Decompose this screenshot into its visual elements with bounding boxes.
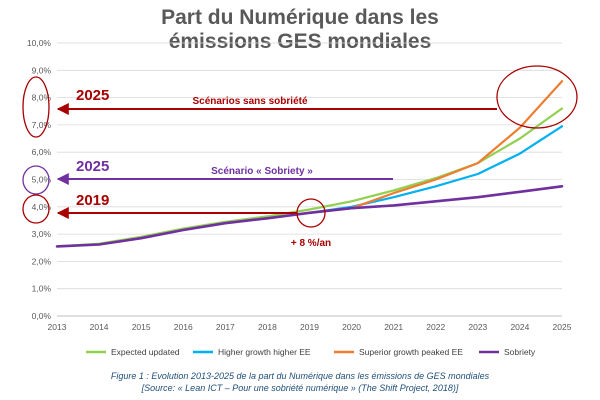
ellipse-y-8 [22,76,50,138]
figure-caption-line2: [Source: « Lean ICT – Pour une sobriété … [141,383,459,393]
x-tick-label: 2017 [216,322,235,332]
legend: Expected updated Higher growth higher EE S… [86,347,536,357]
x-tick-label: 2015 [132,322,151,332]
figure-caption-line1: Figure 1 : Evolution 2013-2025 de la par… [111,371,490,381]
x-tick-label: 2013 [48,322,67,332]
legend-label-expected-updated: Expected updated [111,347,180,357]
series-line-superior-growth-peaked-ee [308,80,564,214]
ellipse-y-4 [22,194,50,224]
x-tick-labels: 2013 2014 2015 2016 2017 2018 2019 2020 2021 2022… [48,322,572,332]
y-tick-label: 4,0% [32,202,52,212]
legend-label-higher-growth-higher-ee: Higher growth higher EE [218,347,311,357]
y-tick-labels: 0,0% 1,0% 2,0% 3,0% 4,0% 5,0% 6,0% 7,0% 8,0% 9,0%… [27,38,52,321]
annotations: 2025 Scénarios sans sobriété 2025 Scénar… [22,65,578,249]
x-tick-label: 2024 [510,322,529,332]
label-scenarios-sans: Scénarios sans sobriété [192,96,307,107]
y-tick-label: 2,0% [32,256,52,266]
x-tick-label: 2018 [258,322,277,332]
label-2025-red: 2025 [76,87,109,104]
label-scenario-sobriety: Scénario « Sobriety » [211,166,313,177]
x-tick-label: 2014 [90,322,109,332]
chart-title-line1: Part du Numérique dans les [161,6,439,29]
legend-label-superior-growth-peaked-ee: Superior growth peaked EE [359,347,463,357]
y-tick-label: 5,0% [32,175,52,185]
y-tick-label: 8,0% [32,93,52,103]
legend-label-sobriety: Sobriety [504,347,536,357]
y-tick-label: 0,0% [32,311,52,321]
chart-title-line2: émissions GES mondiales [169,30,432,53]
y-tick-label: 9,0% [32,65,52,75]
series-line-sobriety [55,185,564,248]
series-line-expected-updated [55,107,564,248]
y-tick-label: 3,0% [32,229,52,239]
y-tick-label: 10,0% [27,38,52,48]
y-tick-label: 6,0% [32,147,52,157]
label-2025-purple: 2025 [76,158,109,175]
x-tick-label: 2020 [342,322,361,332]
label-2019: 2019 [76,192,109,209]
series-line-higher-growth-higher-ee [308,125,564,214]
x-tick-label: 2021 [384,322,403,332]
series-lines [55,80,564,248]
x-tick-label: 2025 [553,322,572,332]
y-tick-label: 1,0% [32,284,52,294]
label-growth: + 8 %/an [291,238,331,249]
ellipse-y-5 [22,165,50,195]
y-tick-label: 7,0% [32,120,52,130]
x-tick-label: 2022 [426,322,445,332]
ellipse-2025-top [496,65,578,129]
x-tick-label: 2019 [300,322,319,332]
x-tick-label: 2016 [174,322,193,332]
x-tick-label: 2023 [468,322,487,332]
